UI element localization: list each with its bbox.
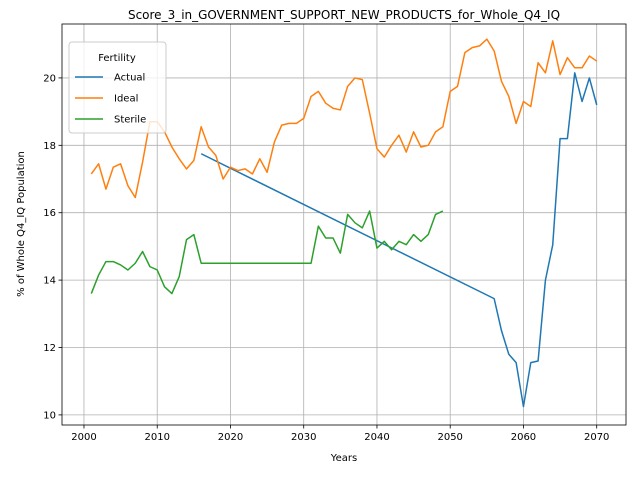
x-tick-label: 2070 bbox=[584, 432, 609, 443]
legend-entries: Actual Ideal Sterile bbox=[75, 73, 146, 126]
legend-title: Fertility bbox=[98, 53, 136, 64]
x-axis-label: Years bbox=[330, 453, 357, 464]
plot-frame bbox=[61, 23, 627, 426]
legend-label-actual: Actual bbox=[114, 73, 145, 84]
grid bbox=[62, 24, 626, 425]
x-tick-label: 2060 bbox=[511, 432, 536, 443]
x-tick-label: 2010 bbox=[144, 432, 169, 443]
y-tick-label: 10 bbox=[43, 410, 56, 421]
legend-label-sterile: Sterile bbox=[114, 115, 146, 126]
y-tick-label: 12 bbox=[43, 343, 56, 354]
x-tick-label: 2000 bbox=[71, 432, 96, 443]
y-axis-label: % of Whole Q4_IQ Population bbox=[16, 151, 27, 297]
series-lines bbox=[90, 38, 598, 408]
series-line-ideal bbox=[90, 38, 598, 199]
legend-box bbox=[68, 41, 167, 134]
x-tick-label: 2050 bbox=[437, 432, 462, 443]
x-tick-label: 2030 bbox=[291, 432, 316, 443]
y-tick-label: 16 bbox=[43, 208, 56, 219]
x-tick-label: 2040 bbox=[364, 432, 389, 443]
x-tick-label: 2020 bbox=[218, 432, 243, 443]
chart-title: Score_3_in_GOVERNMENT_SUPPORT_NEW_PRODUC… bbox=[128, 8, 560, 22]
y-tick-label: 20 bbox=[43, 73, 56, 84]
series-line-actual bbox=[200, 72, 598, 408]
y-tick-label: 14 bbox=[43, 276, 56, 287]
legend-label-ideal: Ideal bbox=[114, 94, 138, 105]
legend: Fertility Actual Ideal Sterile bbox=[68, 41, 167, 134]
y-tick-label: 18 bbox=[43, 141, 56, 152]
axis-ticks: 2000 2010 2020 2030 2040 2050 2060 2070 10 12 14 16… bbox=[43, 73, 609, 443]
series-line-sterile bbox=[90, 210, 444, 295]
